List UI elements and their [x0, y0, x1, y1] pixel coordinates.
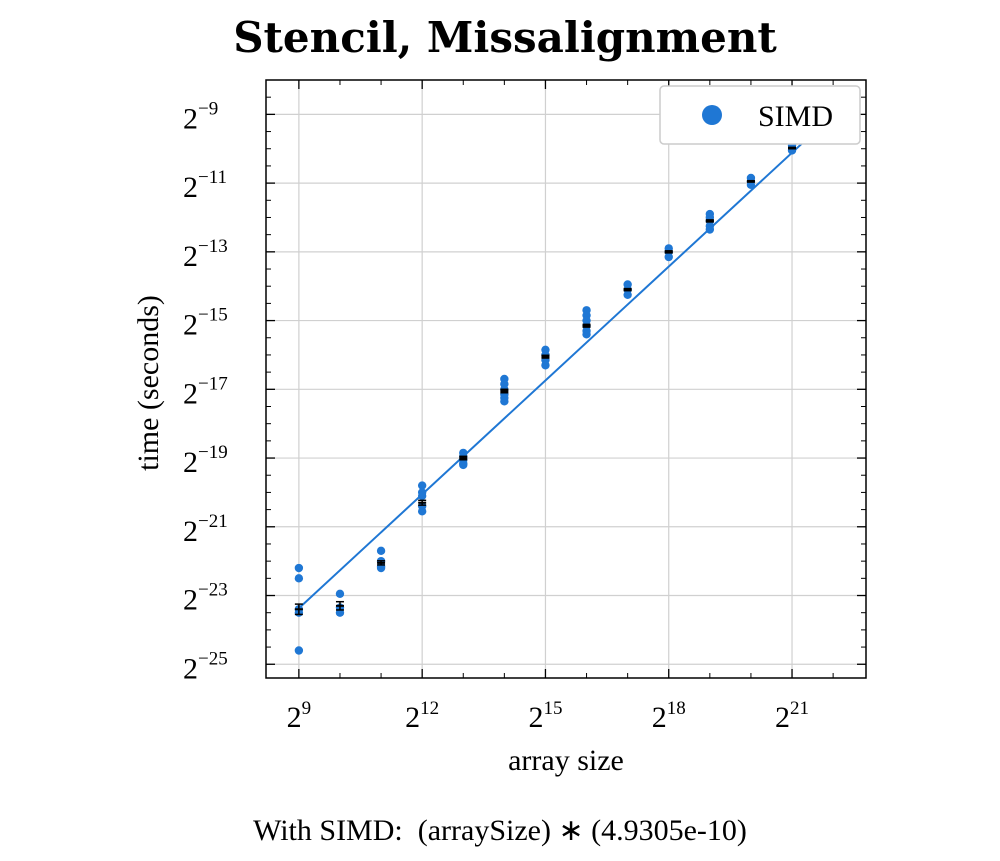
- x-tick-label: 29: [287, 698, 312, 734]
- x-tick-label: 212: [405, 698, 439, 734]
- y-tick-label: 2−9: [183, 98, 218, 135]
- y-tick-labels: 2−9 2−11 2−13 2−15 2−17 2−19 2−21 2−23 2−25: [183, 98, 228, 685]
- data-point: [459, 460, 468, 470]
- x-tick-label: 221: [775, 698, 809, 734]
- means-layer: [294, 146, 797, 616]
- x-tick-label: 215: [528, 698, 562, 734]
- y-tick-label: 2−11: [183, 167, 227, 204]
- data-point: [664, 252, 673, 262]
- y-tick-label: 2−17: [183, 373, 228, 410]
- data-point: [500, 397, 509, 406]
- plot-frame: [265, 79, 867, 679]
- legend-label: SIMD: [758, 100, 833, 133]
- data-point: [294, 563, 304, 573]
- data-point: [335, 589, 345, 598]
- data-point: [294, 646, 304, 655]
- data-point: [582, 330, 591, 339]
- data-point: [417, 491, 427, 501]
- legend: SIMD: [659, 85, 861, 145]
- tick-marks: [266, 79, 866, 678]
- data-point: [376, 546, 386, 556]
- data-point: [541, 361, 550, 370]
- data-point: [623, 290, 632, 299]
- y-tick-label: 2−15: [183, 305, 228, 342]
- grid: [266, 80, 866, 678]
- x-tick-labels: 29 212 215 218 221: [287, 698, 809, 734]
- fit-line-layer: [298, 110, 838, 609]
- legend-marker: [702, 105, 722, 125]
- legend-box: [659, 85, 861, 145]
- data-point: [417, 481, 427, 490]
- y-tick-label: 2−23: [183, 580, 228, 617]
- data-point: [294, 574, 304, 583]
- data-point: [705, 225, 715, 234]
- y-tick-label: 2−19: [183, 442, 228, 479]
- y-tick-label: 2−13: [183, 236, 228, 273]
- data-point: [417, 507, 427, 516]
- y-tick-label: 2−25: [183, 648, 228, 685]
- y-axis-label: time (seconds): [132, 295, 165, 471]
- fit-line: [298, 110, 838, 609]
- fit-formula: With SIMD: (arraySize) ∗ (4.9305e-10): [253, 814, 747, 847]
- chart-title: Stencil, Missalignment: [233, 13, 777, 62]
- data-point: [376, 563, 386, 573]
- y-tick-label: 2−21: [183, 511, 228, 548]
- x-axis-label: array size: [508, 744, 624, 777]
- x-tick-label: 218: [652, 698, 686, 734]
